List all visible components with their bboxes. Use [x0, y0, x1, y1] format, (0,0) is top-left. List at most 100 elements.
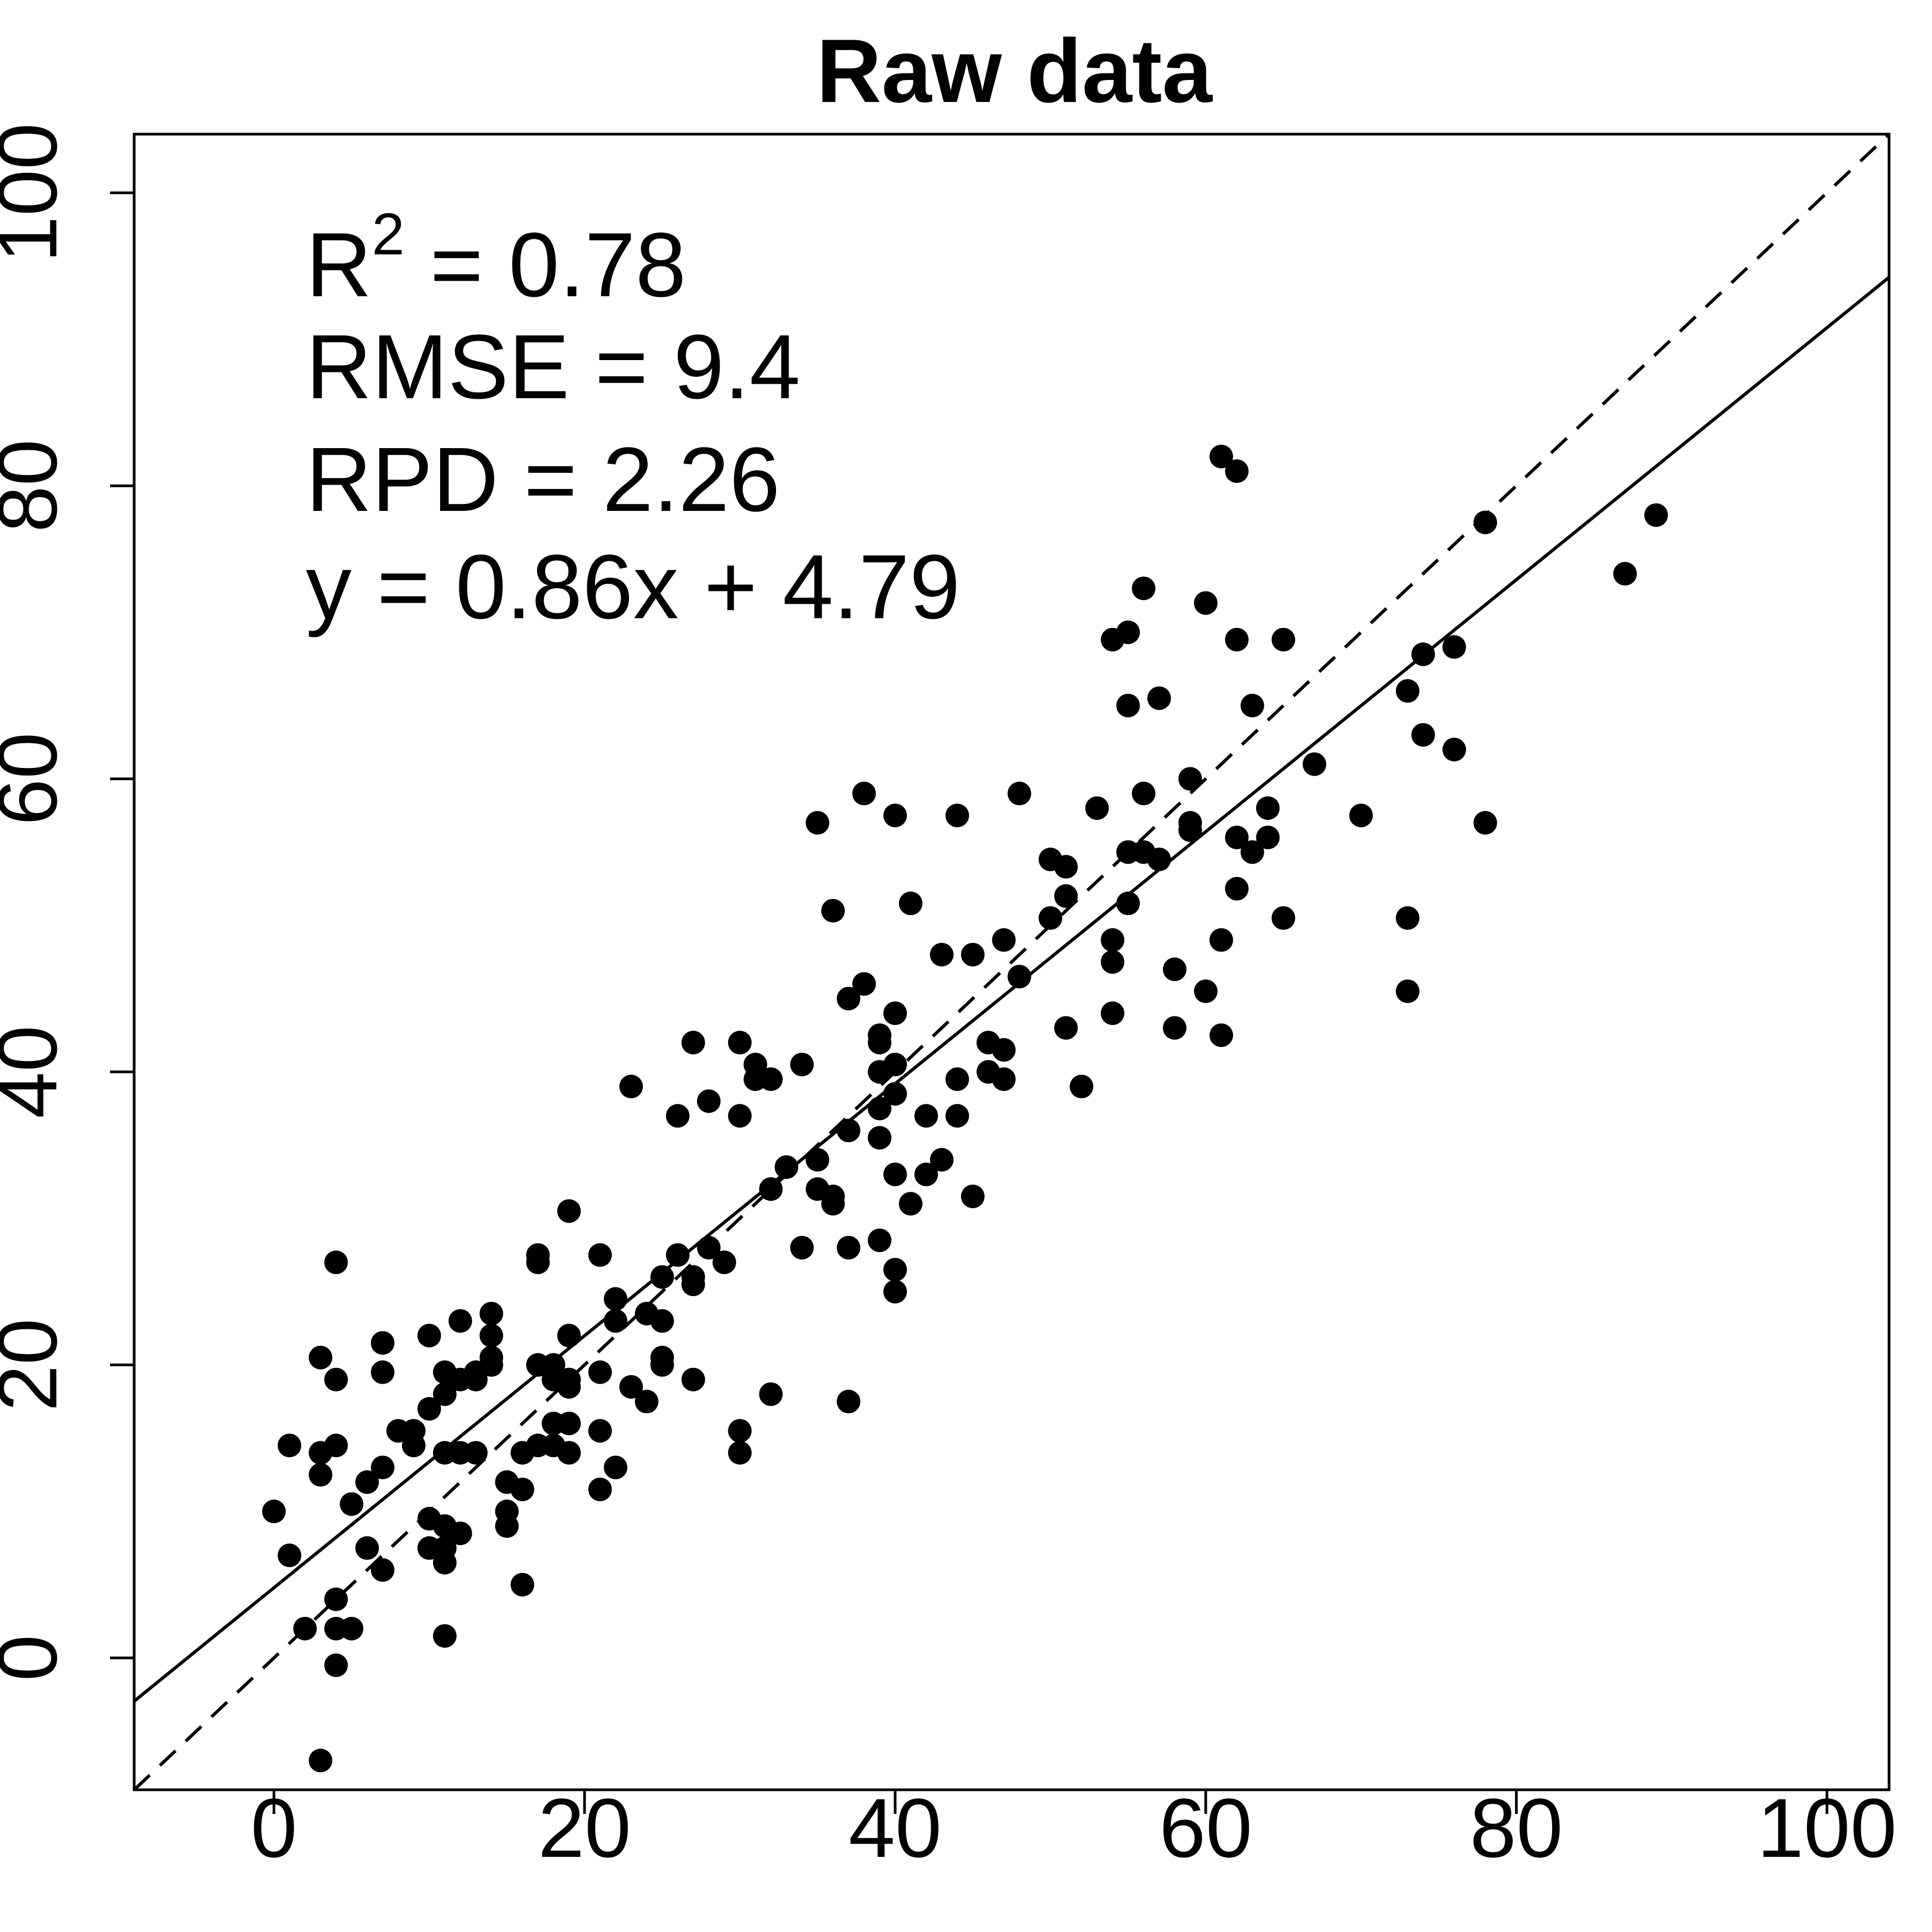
data-point [604, 1287, 628, 1311]
data-point [1240, 693, 1264, 718]
x-tick-label: 80 [1470, 1782, 1563, 1875]
data-point [1131, 576, 1155, 601]
data-point [898, 1191, 923, 1216]
data-point [759, 1067, 783, 1091]
data-point [510, 1477, 535, 1502]
data-point [1038, 906, 1063, 930]
data-point [852, 972, 876, 996]
chart-title: Raw data [816, 20, 1213, 121]
data-point [728, 1441, 752, 1465]
data-point [806, 811, 830, 835]
data-point [1256, 796, 1280, 820]
data-point [1194, 979, 1218, 1004]
x-tick-label: 0 [251, 1782, 297, 1875]
data-point [448, 1521, 472, 1546]
data-point [665, 1104, 690, 1128]
data-point [417, 1323, 441, 1348]
data-point [1395, 679, 1419, 703]
data-point [650, 1309, 674, 1333]
data-point [495, 1514, 519, 1538]
data-point [728, 1030, 752, 1055]
x-tick-label: 60 [1159, 1782, 1253, 1875]
data-point [728, 1104, 752, 1128]
data-point [883, 1257, 907, 1282]
data-point [371, 1455, 395, 1480]
data-point [1194, 591, 1218, 615]
data-point [1116, 891, 1140, 916]
data-point [790, 1052, 814, 1077]
data-point [604, 1309, 628, 1333]
data-point [1473, 510, 1497, 535]
data-point [557, 1375, 581, 1399]
data-point [1395, 906, 1419, 930]
data-point [1240, 840, 1264, 864]
data-point [712, 1250, 736, 1275]
data-point [355, 1536, 379, 1560]
data-point [898, 891, 923, 916]
data-point [309, 1463, 333, 1487]
data-point [945, 803, 969, 828]
data-point [945, 1067, 969, 1091]
data-point [1225, 627, 1249, 652]
data-point [479, 1323, 503, 1348]
data-point [1070, 1074, 1094, 1099]
data-point [1101, 950, 1125, 974]
data-point [1271, 627, 1296, 652]
data-point [681, 1030, 705, 1055]
data-point [479, 1353, 503, 1377]
data-point [868, 1228, 892, 1253]
equation-annotation: y = 0.86x + 4.79 [306, 536, 960, 638]
data-point [697, 1089, 721, 1113]
data-point [1178, 818, 1202, 842]
data-point [588, 1243, 612, 1267]
data-point [774, 1155, 799, 1179]
data-point [510, 1572, 535, 1597]
data-point [821, 898, 845, 923]
data-point [914, 1162, 938, 1187]
data-point [557, 1199, 581, 1223]
data-point [1644, 503, 1668, 527]
data-point [961, 942, 985, 967]
data-point [883, 1162, 907, 1187]
data-point [1054, 855, 1078, 879]
data-point [883, 1279, 907, 1304]
data-point [837, 986, 861, 1011]
x-axis: 0 20 40 60 80 100 [251, 1782, 1897, 1875]
data-point [852, 781, 876, 806]
data-point [883, 1001, 907, 1026]
data-point [401, 1433, 426, 1458]
data-point [930, 942, 954, 967]
data-point [1209, 928, 1233, 952]
data-point [324, 1367, 348, 1392]
plot-frame [133, 133, 1891, 1791]
data-point [806, 1148, 830, 1172]
data-point [728, 1419, 752, 1443]
data-point [1101, 1001, 1125, 1026]
data-point [557, 1323, 581, 1348]
r2-superscript: 2 [372, 201, 405, 267]
data-point [1101, 928, 1125, 952]
data-point [340, 1616, 364, 1641]
x-tick-label: 40 [848, 1782, 942, 1875]
data-point [526, 1250, 550, 1275]
data-point [557, 1441, 581, 1465]
data-point [1209, 1023, 1233, 1048]
data-point [448, 1309, 472, 1333]
data-point [464, 1367, 488, 1392]
data-point [790, 1235, 814, 1260]
data-point [1007, 781, 1031, 806]
r2-prefix: R [306, 214, 372, 316]
data-point [930, 1148, 954, 1172]
data-point [340, 1492, 364, 1516]
data-point [681, 1272, 705, 1297]
data-point [634, 1389, 658, 1414]
y-tick-label: 20 [0, 1319, 75, 1412]
data-point [1131, 781, 1155, 806]
data-point [837, 1389, 861, 1414]
data-point [433, 1550, 457, 1575]
data-point [262, 1499, 286, 1524]
data-point [479, 1301, 503, 1326]
data-point [1256, 825, 1280, 850]
data-point [1225, 825, 1249, 850]
